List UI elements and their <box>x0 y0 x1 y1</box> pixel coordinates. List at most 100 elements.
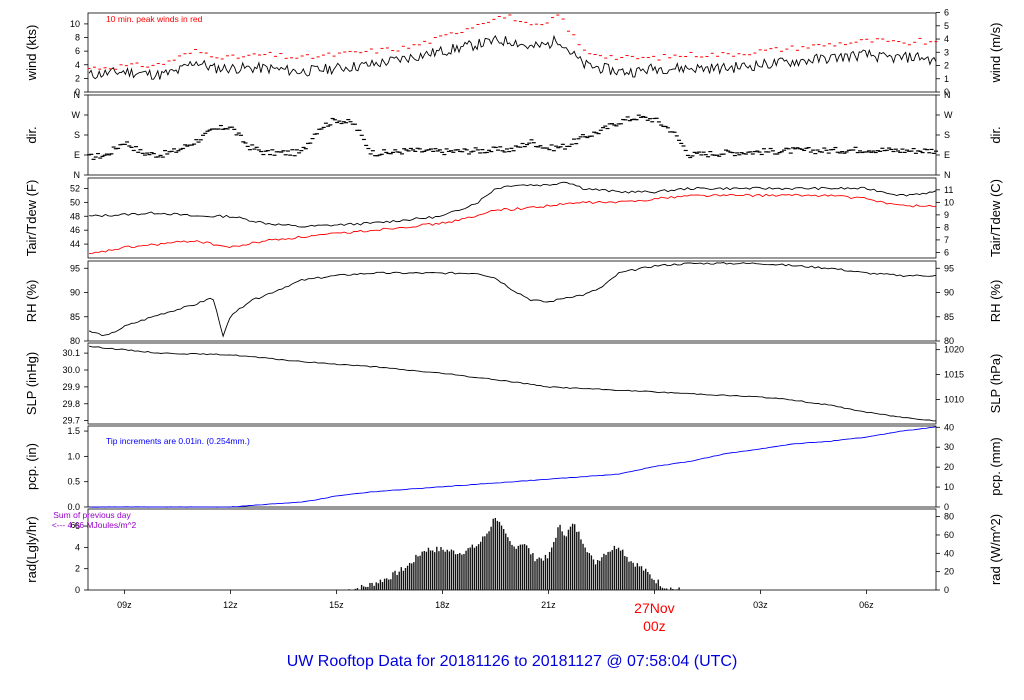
right-tick-label-temp: 9 <box>944 210 949 220</box>
left-tick-label-pcp: 0.0 <box>67 502 80 512</box>
left-tick-label-rh: 85 <box>70 312 80 322</box>
right-tick-label-slp: 1010 <box>944 394 964 404</box>
right-tick-label-wind: 0 <box>944 87 949 97</box>
x-tick-label: 09z <box>117 600 132 610</box>
right-tick-label-rad: 40 <box>944 548 954 558</box>
right-tick-label-rh: 90 <box>944 288 954 298</box>
left-tick-label-slp: 29.9 <box>62 382 80 392</box>
series-line-wind-mean <box>88 34 937 80</box>
left-tick-label-pcp: 1.0 <box>67 451 80 461</box>
time-axis: 09z 12z 15z 18z 21z 03z 06z 27Nov 00z <box>117 590 874 634</box>
right-label-temp: Tair/Tdew (C) <box>988 179 1003 257</box>
x-tick-label: 18z <box>435 600 450 610</box>
right-tick-label-slp: 1020 <box>944 345 964 355</box>
panel-frame-temp <box>87 177 937 259</box>
x-tick-label: 06z <box>859 600 874 610</box>
left-tick-label-rh: 80 <box>70 336 80 346</box>
left-label-wind: wind (kts) <box>24 25 39 82</box>
series-line-rh-RH <box>88 262 937 338</box>
left-tick-label-temp: 52 <box>70 183 80 193</box>
x-tick-label: 12z <box>223 600 238 610</box>
right-tick-label-temp: 8 <box>944 222 949 232</box>
left-tick-label-dir: S <box>74 130 80 140</box>
right-label-rh: RH (%) <box>988 280 1003 323</box>
series-line-slp-SLP <box>88 345 937 422</box>
right-tick-label-rh: 95 <box>944 263 954 273</box>
right-tick-label-wind: 1 <box>944 74 949 84</box>
rad-note-line2: <--- 4.66 MJoules/m^2 <box>52 520 137 530</box>
left-tick-label-rh: 90 <box>70 288 80 298</box>
left-label-rh: RH (%) <box>24 280 39 323</box>
series-line-temp-Tdew <box>89 193 937 254</box>
right-label-dir: dir. <box>988 126 1003 143</box>
series-line-pcp-cumulative precipitation <box>89 426 937 508</box>
left-tick-label-slp: 29.7 <box>62 416 80 426</box>
left-tick-label-temp: 46 <box>70 225 80 235</box>
left-label-slp: SLP (inHg) <box>24 352 39 415</box>
left-tick-label-rad: 2 <box>75 564 80 574</box>
left-label-pcp: pcp. (in) <box>24 443 39 490</box>
left-label-temp: Tair/Tdew (F) <box>24 180 39 257</box>
left-tick-label-rad: 0 <box>75 585 80 595</box>
right-tick-label-temp: 6 <box>944 247 949 257</box>
day-marker-hour: 00z <box>643 618 666 634</box>
right-tick-label-pcp: 0 <box>944 502 949 512</box>
right-tick-label-rh: 85 <box>944 312 954 322</box>
right-tick-label-wind: 3 <box>944 47 949 57</box>
left-tick-label-dir: E <box>74 150 80 160</box>
left-tick-label-wind: 0 <box>75 87 80 97</box>
x-tick-label: 03z <box>753 600 768 610</box>
left-tick-label-temp: 48 <box>70 211 80 221</box>
right-tick-label-rad: 0 <box>944 585 949 595</box>
right-label-slp: SLP (hPa) <box>988 354 1003 414</box>
left-tick-label-slp: 30.1 <box>62 348 80 358</box>
rad-note-line1: Sum of previous day <box>53 510 131 520</box>
left-tick-label-pcp: 1.5 <box>67 426 80 436</box>
series-line-temp-Tair <box>89 181 937 228</box>
day-marker-date: 27Nov <box>634 600 674 616</box>
right-tick-label-temp: 11 <box>944 185 953 195</box>
pcp-note: Tip increments are 0.01in. (0.254mm.) <box>106 436 250 446</box>
right-tick-label-pcp: 30 <box>944 442 954 452</box>
left-tick-label-rad: 6 <box>75 521 80 531</box>
rad-note-overlap: 6 <box>71 520 76 530</box>
right-tick-label-wind: 5 <box>944 21 949 31</box>
left-tick-label-wind: 2 <box>75 73 80 83</box>
left-tick-label-pcp: 0.5 <box>67 477 80 487</box>
left-tick-label-dir: N <box>74 90 81 100</box>
left-tick-label-wind: 8 <box>75 33 80 43</box>
right-tick-label-slp: 1015 <box>944 370 964 380</box>
right-tick-label-dir: W <box>944 110 953 120</box>
left-tick-label-rad: 4 <box>75 542 80 552</box>
wind-note: 10 min. peak winds in red <box>106 14 203 24</box>
left-tick-label-slp: 30.0 <box>62 365 80 375</box>
right-tick-label-dir: N <box>944 90 951 100</box>
left-tick-label-dir: W <box>72 110 81 120</box>
left-tick-label-dir: N <box>74 170 81 180</box>
right-tick-label-pcp: 40 <box>944 422 954 432</box>
right-tick-label-rad: 60 <box>944 530 954 540</box>
panel-frame-wind <box>87 12 937 93</box>
x-tick-label: 21z <box>541 600 556 610</box>
left-tick-label-wind: 10 <box>70 19 80 29</box>
left-tick-label-slp: 29.8 <box>62 399 80 409</box>
right-label-rad: rad (W/m^2) <box>988 514 1003 585</box>
right-tick-label-wind: 2 <box>944 61 949 71</box>
right-tick-label-dir: N <box>944 170 951 180</box>
x-tick-label: 15z <box>329 600 344 610</box>
left-label-rad: rad(Lgly/hr) <box>24 516 39 582</box>
right-tick-label-temp: 7 <box>944 235 949 245</box>
right-tick-label-dir: E <box>944 150 950 160</box>
left-tick-label-wind: 4 <box>75 60 80 70</box>
chart-title: UW Rooftop Data for 20181126 to 20181127… <box>287 653 738 670</box>
panel-frame-slp <box>87 342 937 425</box>
right-tick-label-rad: 80 <box>944 512 954 522</box>
right-tick-label-dir: S <box>944 130 950 140</box>
panel-frame-dir <box>87 94 937 176</box>
left-label-dir: dir. <box>24 126 39 143</box>
right-tick-label-wind: 4 <box>944 34 949 44</box>
left-tick-label-wind: 6 <box>75 46 80 56</box>
left-tick-label-temp: 50 <box>70 197 80 207</box>
